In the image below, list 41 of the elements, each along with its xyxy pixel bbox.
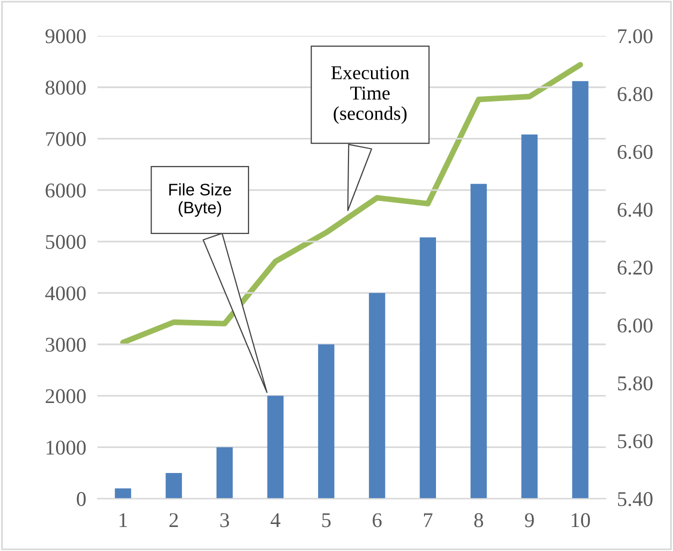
- y-tick-label: 0: [76, 492, 86, 506]
- bar: [166, 472, 182, 499]
- y2-tick-label: 6.40: [618, 202, 652, 217]
- x-tick-label: 6: [372, 513, 382, 528]
- annotation: Execution Time (seconds): [331, 66, 410, 124]
- y-tick-label: 9000: [45, 29, 86, 44]
- y2-tick-label: 6.60: [618, 144, 652, 160]
- y-tick-label: 4000: [45, 286, 86, 300]
- annotation: File Size (Byte): [169, 183, 232, 217]
- x-tick-label: 8: [474, 513, 484, 528]
- x-tick-label: 7: [424, 513, 432, 527]
- y2-tick-label: 5.40: [618, 492, 652, 506]
- y2-tick-label: 7.00: [618, 29, 652, 44]
- x-tick-label: 1: [120, 513, 127, 527]
- y-tick-label: 3000: [46, 338, 86, 352]
- y2-tick-label: 5.80: [618, 376, 652, 390]
- bar: [318, 344, 334, 499]
- x-tick-label: 4: [270, 513, 280, 527]
- y2-tick-label: 6.20: [618, 260, 652, 275]
- y-tick-label: 6000: [46, 183, 86, 198]
- y2-tick-label: 6.80: [618, 87, 652, 102]
- x-tick-label: 5: [322, 513, 331, 528]
- y2-tick-label: 5.60: [618, 434, 652, 448]
- bar: [216, 447, 233, 499]
- y-tick-label: 7000: [46, 132, 86, 146]
- y-tick-label: 8000: [46, 80, 86, 95]
- bar: [114, 488, 132, 499]
- y2-tick-label: 6.00: [618, 318, 652, 333]
- bar: [267, 396, 284, 499]
- bar: [572, 81, 588, 499]
- bar: [420, 237, 436, 499]
- y-tick-label: 5000: [46, 234, 86, 249]
- x-tick-label: 3: [220, 513, 230, 528]
- bar: [368, 292, 386, 499]
- bar: [470, 184, 487, 499]
- x-tick-label: 2: [170, 513, 178, 527]
- x-tick-label: 10: [572, 513, 590, 528]
- x-tick-label: 9: [524, 513, 534, 528]
- y-tick-label: 1000: [46, 440, 86, 455]
- bar: [521, 134, 538, 499]
- y-tick-label: 2000: [46, 389, 86, 404]
